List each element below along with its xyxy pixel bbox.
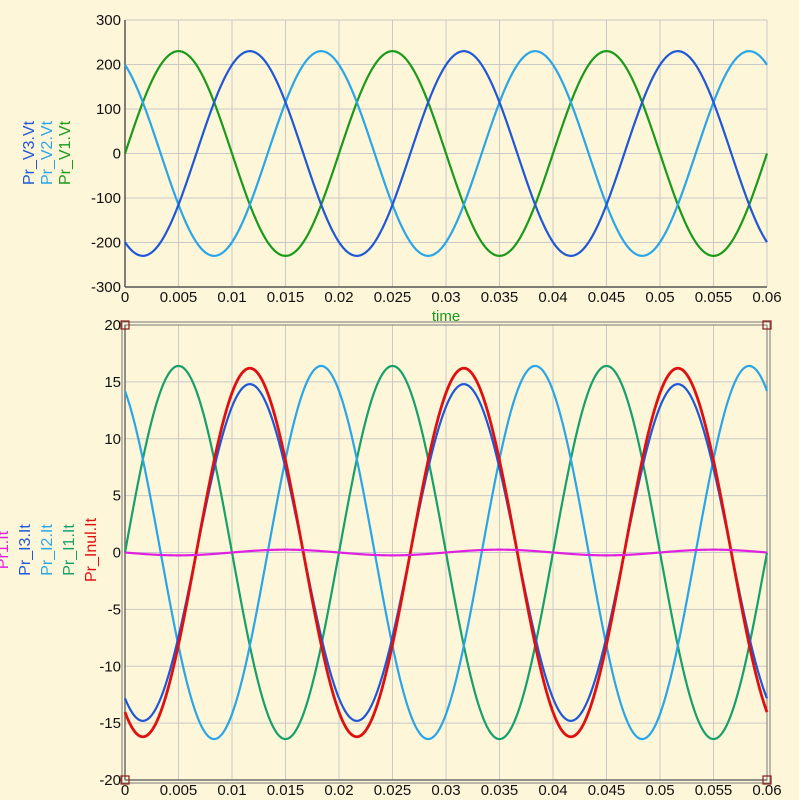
y-axis-label: Pr_V2.Vt (39, 120, 56, 185)
x-tick-label: 0.06 (752, 782, 781, 799)
series-line-pr-v3-vt (124, 50, 768, 257)
x-tick-label: 0.01 (217, 782, 246, 799)
y-axis-label: Pr1.It (0, 530, 12, 569)
x-tick-label: 0.06 (752, 289, 781, 306)
y-tick-label: 300 (96, 12, 121, 29)
x-tick-label: 0.02 (324, 289, 353, 306)
x-tick-label: 0.02 (324, 782, 353, 799)
x-tick-label: 0.04 (538, 782, 567, 799)
y-axis-label: Pr_V1.Vt (57, 120, 74, 185)
x-tick-label: 0.025 (374, 782, 412, 799)
y-axis-label: Pr_I3.It (17, 524, 34, 576)
x-tick-label: 0.015 (267, 782, 305, 799)
x-tick-label: 0.055 (695, 782, 733, 799)
series-line-pr1-it (124, 548, 768, 557)
x-tick-label: 0.005 (160, 782, 198, 799)
y-tick-label: 200 (96, 57, 121, 74)
x-tick-label: 0.005 (160, 289, 198, 306)
x-tick-label: 0.055 (695, 289, 733, 306)
x-tick-label: 0 (121, 289, 129, 306)
y-tick-label: 5 (113, 488, 121, 505)
y-tick-label: -5 (108, 601, 121, 618)
y-tick-label: 0 (113, 545, 121, 562)
x-tick-label: 0.045 (588, 782, 626, 799)
x-tick-label: 0.04 (538, 289, 567, 306)
y-tick-label: 10 (104, 431, 121, 448)
y-axis-label: Pr_V3.Vt (21, 120, 38, 185)
x-tick-label: 0.03 (431, 289, 460, 306)
series-line-pr-v2-vt (124, 50, 768, 257)
series-lines (123, 364, 769, 741)
x-axis-label: time (432, 308, 460, 325)
resize-handle[interactable] (120, 320, 130, 330)
x-tick-label: 0.015 (267, 289, 305, 306)
x-tick-label: 0.01 (217, 289, 246, 306)
y-tick-label: 100 (96, 101, 121, 118)
x-tick-label: 0.035 (481, 782, 519, 799)
resize-handle[interactable] (762, 775, 772, 785)
x-tick-label: 0.03 (431, 782, 460, 799)
y-tick-label: 15 (104, 374, 121, 391)
y-axis-label: Pr_Inul.It (83, 517, 100, 582)
series-line-pr-v1-vt (123, 50, 769, 257)
x-tick-label: 0.025 (374, 289, 412, 306)
y-tick-label: -10 (99, 658, 121, 675)
y-axis-label: Pr_I2.It (39, 524, 56, 576)
plot-frame-outer (121, 321, 771, 784)
y-tick-label: -200 (91, 235, 121, 252)
series-lines (123, 50, 769, 257)
y-tick-label: -20 (99, 772, 121, 789)
series-line-pr-i2-it (123, 364, 769, 741)
x-tick-label: 0.045 (588, 289, 626, 306)
x-tick-label: 0.05 (645, 782, 674, 799)
y-tick-label: 0 (113, 146, 121, 163)
x-tick-label: 0.035 (481, 289, 519, 306)
resize-handle[interactable] (762, 320, 772, 330)
series-line-pr-inul-it (123, 366, 769, 739)
x-tick-label: 0 (121, 782, 129, 799)
x-tick-label: 0.05 (645, 289, 674, 306)
y-tick-label: 20 (104, 317, 121, 334)
series-line-pr-i3-it (123, 383, 769, 722)
y-tick-label: -300 (91, 279, 121, 296)
y-tick-label: -15 (99, 715, 121, 732)
y-axis-label: Pr_I1.It (61, 524, 78, 576)
y-tick-label: -100 (91, 190, 121, 207)
resize-handle[interactable] (120, 775, 130, 785)
